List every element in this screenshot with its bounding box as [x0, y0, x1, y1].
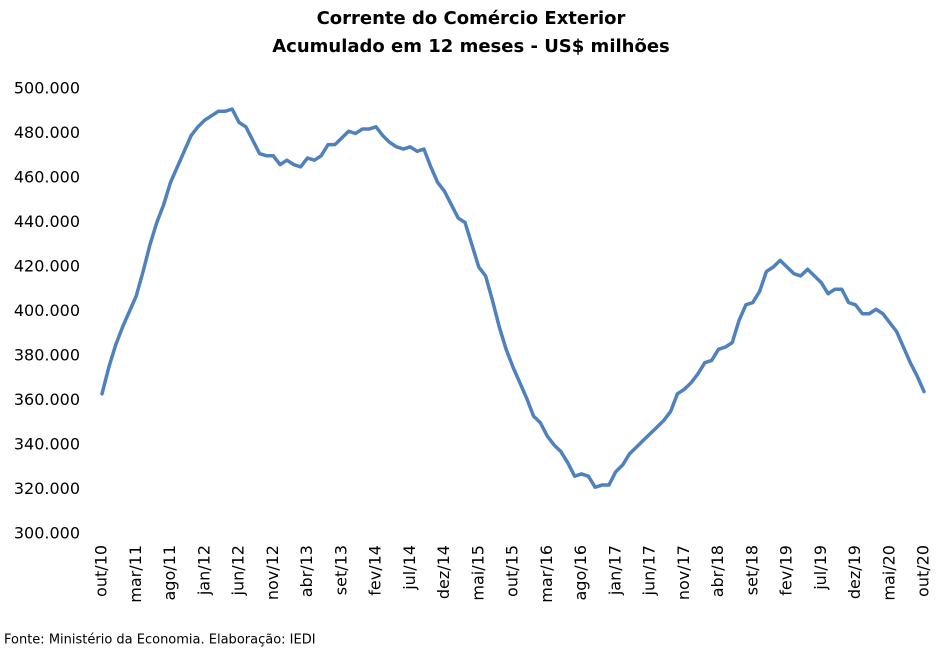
- x-tick-label: jul/14: [400, 545, 419, 591]
- y-tick-label: 380.000: [14, 346, 80, 365]
- x-tick-label: jan/17: [605, 545, 624, 596]
- y-tick-label: 300.000: [14, 524, 80, 543]
- x-tick-label: mar/16: [537, 545, 556, 603]
- x-tick-label: mai/15: [468, 545, 487, 601]
- x-tick-label: dez/14: [434, 545, 453, 599]
- x-tick-label: out/20: [914, 545, 933, 597]
- x-tick-label: jul/19: [811, 545, 830, 591]
- y-tick-label: 420.000: [14, 257, 80, 276]
- y-tick-label: 360.000: [14, 390, 80, 409]
- x-tick-label: jun/17: [640, 545, 659, 596]
- x-tick-label: abr/13: [297, 545, 316, 597]
- x-tick-label: nov/17: [674, 545, 693, 600]
- x-tick-label: abr/18: [708, 545, 727, 597]
- x-tick-label: mai/20: [879, 545, 898, 601]
- data-line: [100, 107, 926, 490]
- y-tick-label: 340.000: [14, 435, 80, 454]
- x-tick-label: set/18: [742, 545, 761, 595]
- x-tick-label: nov/12: [263, 545, 282, 600]
- x-tick-label: ago/16: [571, 545, 590, 601]
- y-tick-label: 460.000: [14, 168, 80, 187]
- x-tick-label: ago/11: [160, 545, 179, 601]
- source-note: Fonte: Ministério da Economia. Elaboraçã…: [4, 633, 316, 648]
- x-tick-label: mar/11: [126, 545, 145, 603]
- chart-subtitle: Acumulado em 12 meses - US$ milhões: [272, 36, 670, 57]
- y-tick-label: 400.000: [14, 301, 80, 320]
- x-tick-label: jun/12: [229, 545, 248, 596]
- x-tick-label: set/13: [331, 545, 350, 595]
- y-tick-label: 500.000: [14, 79, 80, 98]
- x-tick-label: out/15: [503, 545, 522, 597]
- x-tick-label: jan/12: [194, 545, 213, 596]
- y-tick-label: 320.000: [14, 479, 80, 498]
- x-tick-label: fev/14: [366, 545, 385, 596]
- y-tick-label: 480.000: [14, 123, 80, 142]
- chart-title: Corrente do Comércio Exterior: [317, 8, 626, 29]
- x-tick-label: fev/19: [777, 545, 796, 596]
- x-tick-label: dez/19: [845, 545, 864, 599]
- y-tick-label: 440.000: [14, 212, 80, 231]
- x-tick-label: out/10: [92, 545, 111, 597]
